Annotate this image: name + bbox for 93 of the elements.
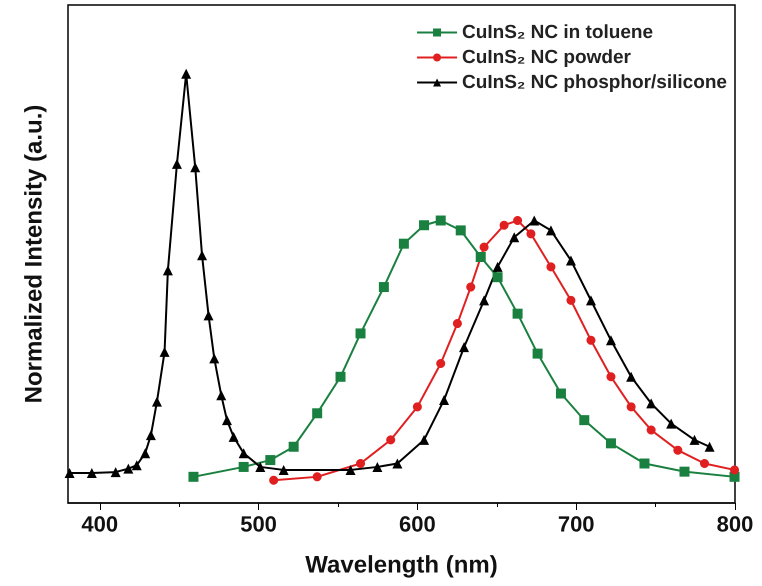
point (386, 435, 396, 444)
point (265, 455, 276, 466)
point (579, 415, 590, 426)
point (492, 272, 503, 282)
y-axis-title: Normalized Intensity (a.u.) (20, 104, 48, 404)
point (456, 225, 466, 236)
point (312, 472, 322, 482)
point (646, 426, 656, 435)
point (238, 448, 249, 458)
point (419, 434, 430, 445)
x-tick-label: 600 (399, 512, 436, 536)
x-tick-label: 700 (558, 512, 595, 536)
point (586, 295, 596, 306)
point (480, 242, 489, 252)
point (172, 158, 182, 169)
point (546, 225, 556, 236)
point (606, 372, 616, 382)
point (546, 262, 556, 272)
point (680, 466, 690, 477)
x-tick-label: 800 (716, 512, 754, 536)
point (626, 372, 636, 382)
point (204, 310, 214, 320)
point (606, 438, 616, 448)
point (146, 430, 156, 440)
point (532, 348, 543, 359)
x-axis-title: Wavelength (nm) (305, 552, 498, 578)
point (356, 459, 366, 468)
point (392, 458, 402, 469)
point (312, 408, 322, 418)
point (398, 238, 409, 249)
point (123, 464, 134, 474)
point (704, 442, 715, 452)
point (86, 468, 97, 478)
point (190, 162, 200, 172)
point (419, 220, 430, 230)
point (529, 216, 540, 226)
point (188, 472, 198, 482)
point (439, 394, 450, 405)
point (160, 346, 170, 357)
x-tick-label: 400 (81, 512, 118, 536)
point (336, 372, 346, 382)
point (466, 282, 476, 292)
point (566, 255, 576, 266)
point (162, 265, 173, 276)
point (228, 432, 239, 442)
point (238, 462, 249, 472)
point (646, 398, 656, 408)
point (492, 262, 503, 272)
point (288, 442, 299, 452)
point (673, 446, 682, 455)
legend-label: CuInS₂ NC phosphor/silicone (462, 72, 727, 93)
point (512, 308, 523, 319)
point (356, 328, 366, 338)
point (378, 282, 389, 292)
point (255, 462, 266, 472)
point (526, 229, 536, 238)
point (346, 464, 356, 475)
point (479, 295, 490, 306)
point (690, 434, 700, 445)
point (152, 396, 162, 407)
legend-label: CuInS₂ NC in toluene (462, 22, 654, 43)
point (730, 465, 740, 474)
point (452, 319, 462, 328)
point (412, 402, 422, 412)
point (500, 220, 509, 230)
point (606, 335, 616, 346)
point (700, 459, 710, 468)
point (110, 467, 121, 478)
point (216, 390, 226, 400)
point (513, 216, 522, 226)
point (639, 458, 650, 469)
point (586, 336, 596, 345)
point (509, 232, 520, 242)
x-tick-label: 500 (240, 512, 277, 536)
point (436, 216, 446, 226)
point (566, 296, 576, 305)
point (140, 448, 150, 458)
point (666, 418, 676, 429)
point (372, 462, 382, 472)
point (556, 388, 566, 399)
point (222, 415, 232, 426)
point (626, 402, 636, 412)
point (132, 460, 142, 470)
point (197, 250, 208, 260)
point (181, 68, 192, 79)
point (436, 358, 446, 368)
point (278, 464, 289, 475)
point (459, 342, 470, 352)
point (269, 476, 278, 485)
point (476, 252, 486, 262)
legend-label: CuInS₂ NC powder (462, 47, 632, 68)
point (209, 353, 220, 364)
point (64, 468, 75, 478)
